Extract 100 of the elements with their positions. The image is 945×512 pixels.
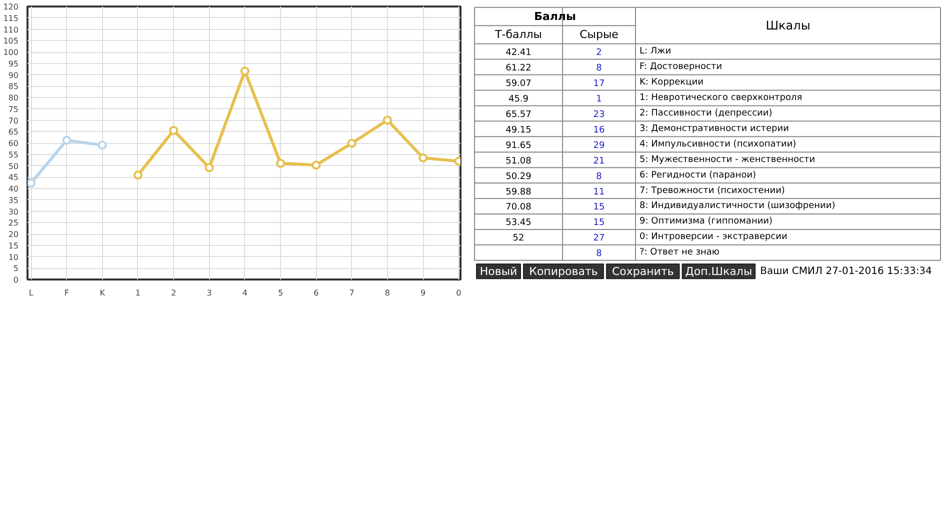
y-tick-label: 70 (8, 116, 19, 126)
data-label: 8 (596, 249, 602, 260)
point (347, 138, 356, 148)
y-tick-label: 0 (13, 276, 19, 284)
data-label: 65.57 (506, 110, 532, 120)
x-tick-label: 2 (171, 288, 176, 298)
y-tick-label: 1: Невротического сверхконтроля (640, 92, 802, 103)
text: Копировать (529, 264, 598, 278)
y-tick-label: 5: Мужественности - женственности (640, 154, 816, 165)
y-tick-label: 50 (8, 162, 19, 171)
point (382, 116, 392, 125)
text: Доп.Шкалы (685, 264, 752, 278)
y-tick-label: 90 (8, 70, 19, 80)
data-label: 45.9 (508, 94, 529, 104)
point (418, 153, 428, 162)
y-tick-label: 60 (8, 139, 19, 148)
y-tick-label: L: Лжи (640, 46, 672, 57)
point (62, 136, 72, 145)
data-label: 15 (593, 218, 605, 228)
data-label: 50.29 (506, 172, 532, 182)
y-tick-label: 30 (8, 207, 19, 216)
text: Ваши СМИЛ 27-01-2016 15:33:34 (760, 266, 932, 277)
x-tick-label: 4 (242, 288, 248, 298)
y-tick-label: 105 (3, 36, 19, 46)
data-label: 11 (593, 187, 605, 198)
data-label: 29 (593, 140, 605, 151)
y-tick-label: 4: Импульсивности (психопатии) (640, 139, 796, 150)
x-tick-label: L (28, 288, 34, 298)
x-tick-label: 1 (135, 288, 141, 298)
point (240, 66, 250, 76)
y-tick-label: 75 (8, 104, 19, 114)
x-tick-label: 8 (384, 288, 390, 298)
data-label: 42.41 (506, 48, 532, 58)
y-tick-label: 65 (8, 128, 19, 137)
x-tick-label: Т-баллы (494, 28, 542, 42)
data-label: 8 (596, 64, 602, 74)
data-label: 61.22 (506, 64, 532, 74)
data-label: 2 (596, 48, 602, 58)
data-label: 23 (593, 110, 605, 120)
data-label: 51.08 (506, 156, 532, 166)
text: Новый (480, 264, 518, 278)
y-tick-label: 55 (8, 150, 19, 160)
y-tick-label: 2: Пассивности (депрессии) (640, 108, 772, 118)
y-tick-label: 35 (8, 196, 19, 205)
x-tick-label: 5 (278, 288, 284, 298)
data-label: 91.65 (506, 140, 532, 151)
point (133, 170, 142, 180)
y-tick-label: 45 (8, 173, 19, 182)
x-tick-label: 3 (206, 288, 212, 298)
y-tick-label: 40 (8, 184, 19, 194)
y-tick-label: 7: Тревожности (психостении) (640, 186, 785, 196)
data-label: 21 (593, 156, 605, 166)
y-tick-label: 100 (3, 48, 19, 57)
data-label: 59.07 (506, 78, 532, 89)
data-label: 1 (596, 94, 602, 104)
x-tick-label: 9 (420, 288, 426, 298)
y-tick-label: 10 (8, 252, 19, 262)
data-label: 49.15 (506, 125, 532, 136)
y-tick-label: 8: Индивидуалистичности (шизофрении) (640, 201, 836, 212)
y-tick-label: 9: Оптимизма (гиппомании) (640, 216, 773, 227)
y-tick-label: ?: Ответ не знаю (640, 248, 720, 258)
point (98, 140, 107, 150)
data-label: 70.08 (506, 202, 532, 213)
data-label: 27 (593, 234, 605, 244)
data-label: 59.88 (506, 187, 532, 198)
y-tick-label: 115 (3, 14, 19, 23)
y-tick-label: 95 (8, 59, 19, 68)
y-tick-label: 20 (8, 230, 19, 239)
point (169, 126, 178, 135)
point (312, 160, 321, 170)
y-tick-label: 0: Интроверсии - экстраверсии (640, 232, 788, 242)
y-tick-label: 110 (3, 25, 19, 34)
y-tick-label: 80 (8, 94, 19, 102)
point (276, 158, 286, 168)
x-tick-label: 7 (349, 288, 354, 298)
x-tick-label: K (100, 288, 106, 298)
y-tick-label: K: Коррекции (640, 77, 704, 88)
data-label: 53.45 (506, 218, 532, 228)
y-tick-label: 15 (8, 241, 19, 250)
x-tick-label: Сырые (580, 28, 619, 42)
y-tick-label: F: Достоверности (640, 62, 722, 72)
chart-title: Баллы (534, 10, 576, 24)
x-tick-label: F (64, 288, 70, 298)
x-tick-label: 6 (314, 288, 319, 298)
y-tick-label: 25 (8, 218, 19, 228)
data-label: 17 (593, 78, 605, 89)
data-label: 8 (596, 172, 602, 182)
y-tick-label: 3: Демонстративности истерии (640, 124, 790, 134)
y-axis-title: Шкалы (766, 18, 810, 33)
data-label: 52 (512, 234, 524, 244)
x-tick-label: 0 (456, 288, 462, 298)
y-tick-label: 5 (13, 264, 19, 274)
y-tick-label: 6: Регидности (паранои) (640, 170, 756, 180)
point (204, 163, 214, 172)
point (28, 178, 36, 188)
text: Сохранить (612, 264, 674, 278)
data-label: 16 (593, 125, 605, 136)
y-tick-label: 85 (8, 82, 19, 92)
data-label: 15 (593, 202, 605, 213)
y-tick-label: 120 (3, 2, 19, 12)
